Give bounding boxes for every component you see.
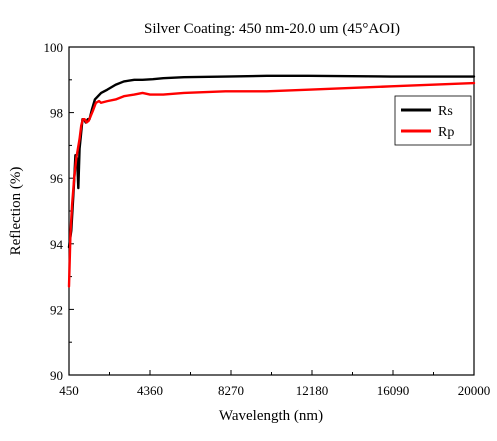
chart-title: Silver Coating: 450 nm-20.0 um (45°AOI): [144, 21, 400, 37]
x-tick-label: 12180: [296, 383, 329, 398]
x-axis: 450 4360 8270 12180 16090 20000: [59, 370, 490, 398]
series-line-rs: [67, 74, 476, 249]
x-axis-label: Wavelength (nm): [219, 408, 323, 424]
y-axis-label: Reflection (%): [8, 167, 24, 256]
legend-label-rp: Rp: [438, 125, 454, 140]
y-tick-label: 92: [50, 302, 63, 317]
y-tick-label: 100: [44, 40, 64, 55]
legend-box: [394, 95, 472, 146]
series-layer: [67, 74, 476, 288]
y-tick-label: 98: [50, 106, 63, 121]
series-line-rp: [67, 81, 476, 288]
y-tick-label: 90: [50, 368, 63, 383]
x-tick-label: 4360: [137, 383, 163, 398]
y-tick-label: 94: [50, 237, 64, 252]
legend: Rs Rp: [394, 95, 472, 146]
x-tick-label: 8270: [218, 383, 244, 398]
x-tick-label: 20000: [458, 383, 491, 398]
y-axis: 90 92 94 96 98 100: [44, 40, 74, 383]
y-tick-label: 96: [50, 171, 64, 186]
legend-label-rs: Rs: [438, 104, 453, 119]
x-tick-label: 450: [59, 383, 79, 398]
x-tick-label: 16090: [377, 383, 410, 398]
